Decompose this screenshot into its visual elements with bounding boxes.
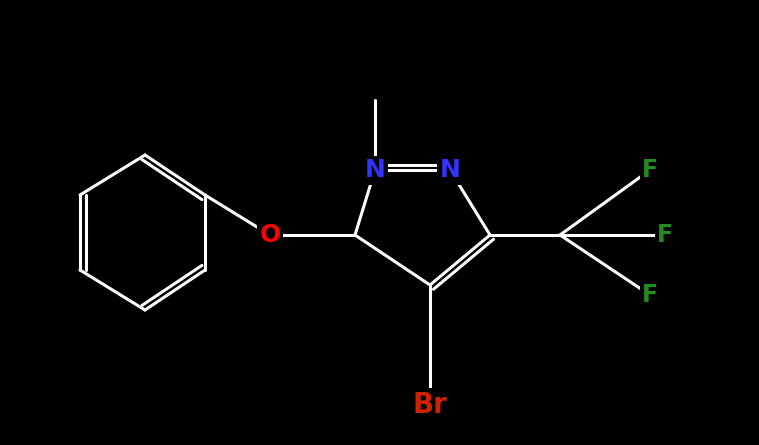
Text: N: N <box>439 158 461 182</box>
Text: N: N <box>364 158 386 182</box>
Text: Br: Br <box>413 391 448 419</box>
Text: F: F <box>657 223 673 247</box>
Text: F: F <box>642 158 658 182</box>
Text: O: O <box>260 223 281 247</box>
Text: F: F <box>642 283 658 307</box>
